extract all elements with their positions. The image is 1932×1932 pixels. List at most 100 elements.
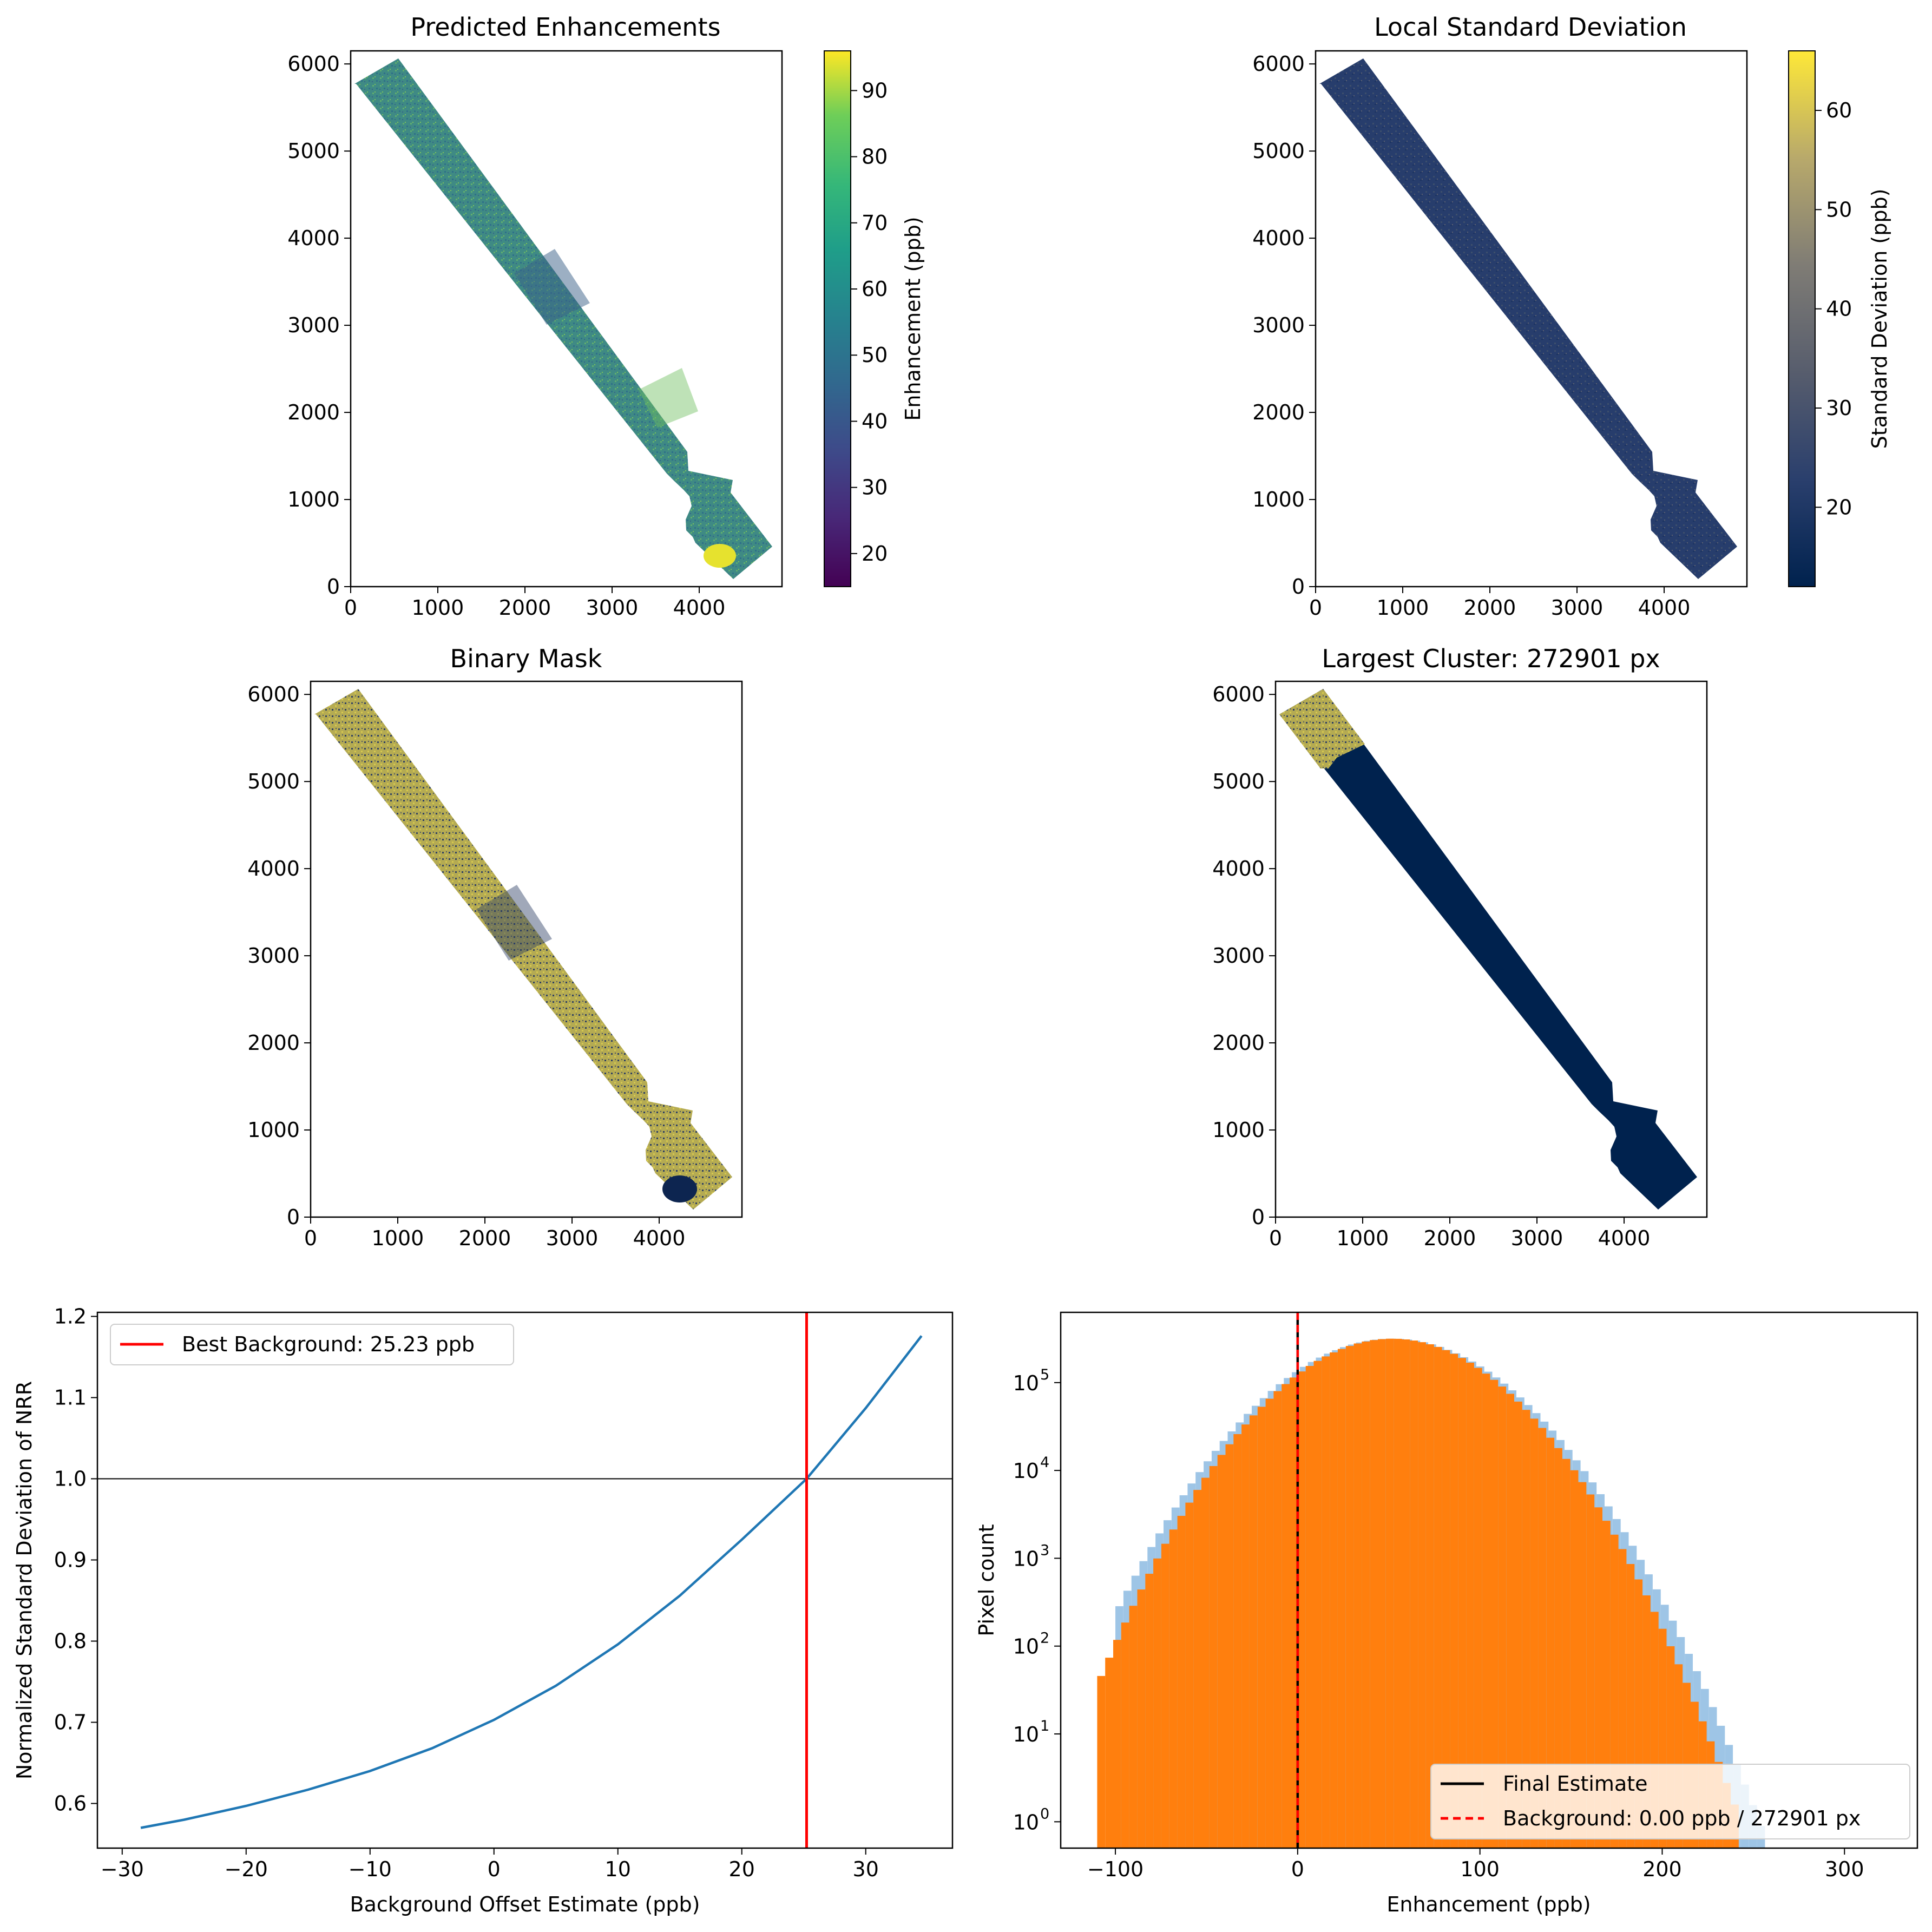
x-ticks: 0 1000 2000 3000 4000 xyxy=(1309,587,1690,620)
axes-frame xyxy=(1060,1311,1918,1849)
histogram-bar xyxy=(1169,1529,1178,1848)
y-tick-exponent: 2 xyxy=(1040,1630,1049,1647)
histogram-bar xyxy=(1506,1394,1514,1848)
colorbar-tick-label: 30 xyxy=(862,476,888,500)
x-tick-label: −10 xyxy=(349,1857,392,1881)
x-tick-label: 3000 xyxy=(1511,1226,1563,1250)
y-tick-exponent: 0 xyxy=(1040,1805,1049,1822)
colorbar-tick-label: 30 xyxy=(1826,396,1852,420)
y-tick-label: 1.0 xyxy=(54,1467,87,1491)
y-tick-exponent: 4 xyxy=(1040,1454,1049,1471)
x-tick-label: 200 xyxy=(1642,1857,1682,1881)
histogram-bar xyxy=(1161,1543,1169,1848)
histogram-bar xyxy=(1322,1356,1330,1848)
histogram-bar xyxy=(1474,1368,1482,1848)
x-ticks: 0 1000 2000 3000 4000 xyxy=(344,587,725,620)
y-tick-label: 3000 xyxy=(1252,313,1305,337)
axes-frame xyxy=(96,1311,954,1849)
histogram-bar xyxy=(1193,1490,1201,1848)
y-ticks: 0 1000 2000 3000 4000 5000 6000 xyxy=(287,52,351,599)
y-tick-exponent: 1 xyxy=(1040,1718,1049,1734)
y-tick-label: 2000 xyxy=(1212,1031,1265,1055)
panel-title: Predicted Enhancements xyxy=(410,12,720,42)
y-tick-label: 6000 xyxy=(247,682,300,706)
histogram-bar xyxy=(1209,1466,1218,1848)
colorbar xyxy=(824,50,851,587)
x-tick-label: 0 xyxy=(304,1226,317,1250)
swath-shape xyxy=(314,689,732,1210)
x-tick-label: 30 xyxy=(853,1857,879,1881)
histogram-bar xyxy=(1482,1374,1490,1848)
y-tick-label: 0 xyxy=(287,1205,300,1229)
histogram-bar xyxy=(1570,1470,1579,1848)
x-axis-label: Background Offset Estimate (ppb) xyxy=(350,1892,700,1916)
histogram-bar xyxy=(1121,1622,1129,1848)
y-tick-label: 6000 xyxy=(1212,682,1265,706)
histogram-bar xyxy=(1378,1339,1386,1848)
histogram-bar xyxy=(1282,1384,1290,1848)
histogram-bar xyxy=(1562,1458,1570,1848)
y-tick-label: 10 xyxy=(1013,1371,1039,1395)
histogram-bar xyxy=(1137,1589,1146,1848)
x-tick-label: 100 xyxy=(1460,1857,1500,1881)
panel-background-offset-curve: −30 −20 −10 0 10 20 30 0.6 0.7 0.8 0.9 1.0 1.1 1.2 B… xyxy=(12,1305,954,1916)
x-tick-label: 0 xyxy=(1291,1857,1304,1881)
y-tick-label: 4000 xyxy=(287,226,340,250)
y-tick-label: 5000 xyxy=(1252,139,1305,163)
colorbar-ticks: 20 30 40 50 60 70 80 90 xyxy=(851,78,888,566)
colorbar-label: Standard Deviation (ppb) xyxy=(1868,189,1891,449)
histogram-bar xyxy=(1353,1343,1362,1848)
histogram-bar xyxy=(1290,1377,1298,1848)
x-tick-label: 2000 xyxy=(1464,596,1516,620)
x-tick-label: 300 xyxy=(1825,1857,1864,1881)
image-area xyxy=(1279,689,1697,1210)
histogram-bar xyxy=(1466,1363,1474,1848)
histogram-bar xyxy=(1105,1658,1113,1848)
colorbar xyxy=(1788,50,1816,587)
histogram-bar xyxy=(1217,1455,1226,1848)
histogram-bar xyxy=(1402,1339,1410,1848)
x-tick-label: 2000 xyxy=(459,1226,511,1250)
y-tick-label: 4000 xyxy=(1212,857,1265,880)
histogram-bar xyxy=(1426,1344,1434,1848)
x-ticks: −100 0 100 200 300 xyxy=(1087,1848,1864,1881)
legend: Best Background: 25.23 ppb xyxy=(110,1324,514,1365)
y-tick-label: 2000 xyxy=(247,1031,300,1055)
swath-shape xyxy=(354,58,772,579)
panel-title: Binary Mask xyxy=(450,644,602,673)
y-tick-label: 1000 xyxy=(1252,488,1305,511)
histogram-bar xyxy=(1594,1507,1602,1848)
y-tick-exponent: 3 xyxy=(1040,1542,1049,1559)
colorbar-ticks: 20 30 40 50 60 xyxy=(1815,98,1852,519)
series-bars-orange xyxy=(1097,1338,1739,1848)
y-tick-label: 0.9 xyxy=(54,1548,87,1572)
panel-title: Local Standard Deviation xyxy=(1374,12,1687,42)
legend-label: Best Background: 25.23 ppb xyxy=(182,1332,475,1356)
plume-hotspot xyxy=(704,544,736,568)
histogram-bar xyxy=(1113,1640,1121,1848)
y-tick-label: 2000 xyxy=(287,400,340,424)
y-axis-label: Normalized Standard Deviation of NRR xyxy=(12,1381,36,1779)
image-area xyxy=(314,689,732,1210)
colorbar-tick-label: 70 xyxy=(862,211,888,235)
x-tick-label: 1000 xyxy=(412,596,464,620)
y-ticks: 0.6 0.7 0.8 0.9 1.0 1.1 1.2 xyxy=(54,1305,97,1816)
series-line xyxy=(140,1335,923,1829)
x-tick-label: −20 xyxy=(225,1857,268,1881)
histogram-bar xyxy=(1538,1428,1547,1848)
y-tick-label: 1.1 xyxy=(54,1386,87,1410)
histogram-bar xyxy=(1442,1350,1450,1848)
x-tick-label: 3000 xyxy=(546,1226,599,1250)
histogram-bar xyxy=(1337,1349,1346,1848)
colorbar-tick-label: 50 xyxy=(862,343,888,367)
y-tick-label: 0 xyxy=(1292,575,1305,599)
cluster-noisy-corner xyxy=(1279,689,1365,768)
histogram-bar xyxy=(1458,1358,1466,1848)
histogram-bar xyxy=(1177,1516,1186,1848)
histogram-bar xyxy=(1578,1482,1587,1848)
y-tick-label: 10 xyxy=(1013,1459,1039,1483)
axes-frame xyxy=(310,680,743,1218)
y-ticks: 0 1000 2000 3000 4000 5000 6000 xyxy=(1212,682,1276,1229)
legend-box xyxy=(1430,1764,1910,1839)
